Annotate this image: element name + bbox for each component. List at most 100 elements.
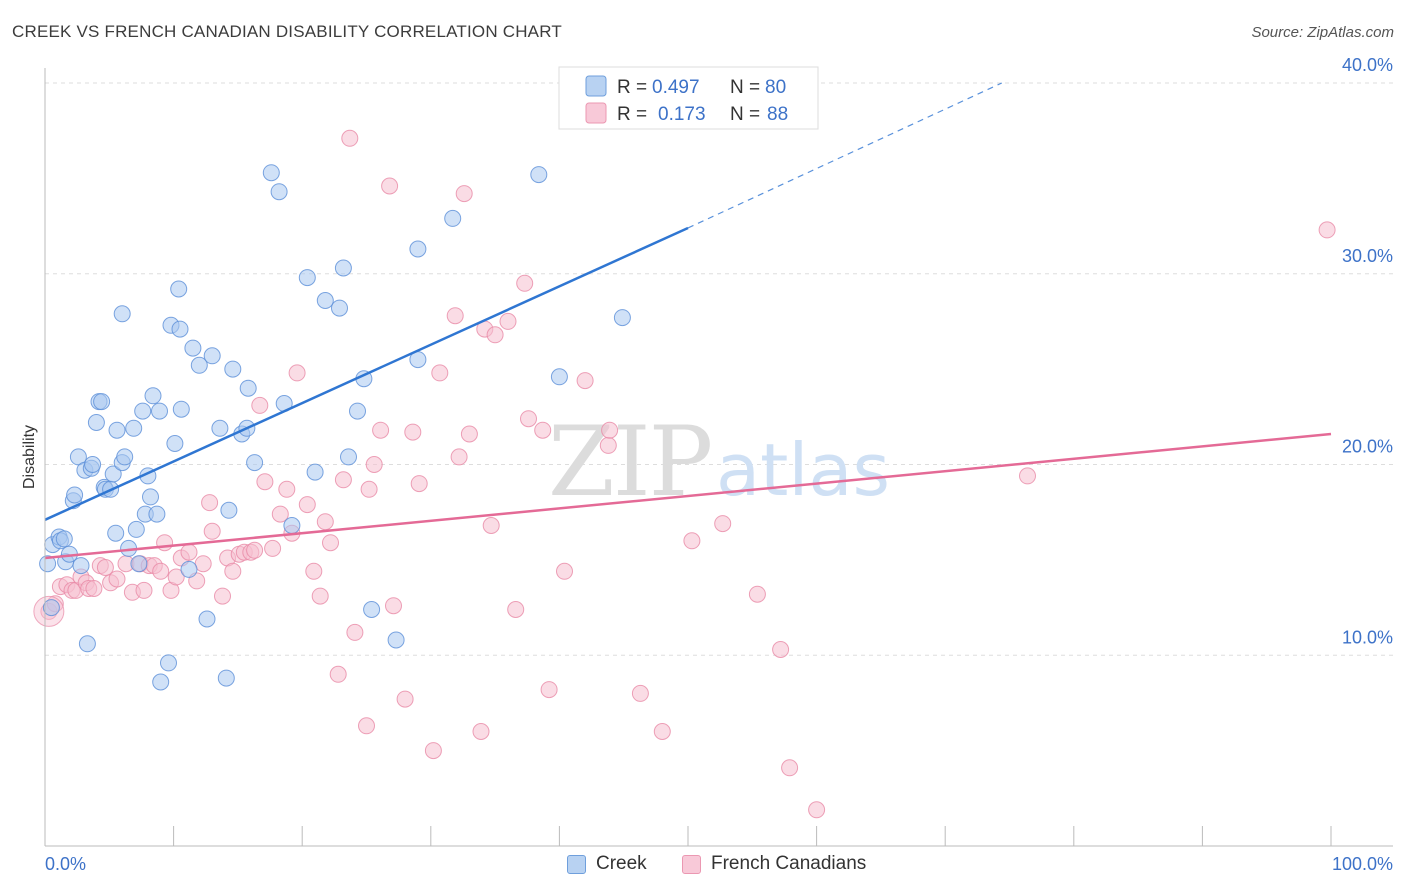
french-canadian-point (385, 597, 402, 615)
french-canadian-point (311, 587, 329, 605)
creek-point (134, 402, 152, 420)
french-canadian-point (341, 129, 359, 147)
french-canadian-point (278, 480, 296, 498)
creek-point (42, 599, 60, 617)
french-canadian-point (194, 555, 212, 573)
french-canadian-point (251, 396, 269, 414)
creek-point (72, 557, 90, 575)
stats-french-swatch (585, 102, 607, 124)
legend-french-canadians-swatch (682, 854, 701, 874)
legend-creek-label: Creek (596, 853, 647, 874)
legend-french-canadians-label: French Canadians (711, 853, 867, 874)
creek-point (340, 448, 357, 466)
french-canadian-point (96, 559, 114, 576)
creek-point (108, 421, 126, 439)
creek-point (172, 400, 190, 418)
french-canadian-point (455, 185, 473, 203)
creek-point (142, 488, 159, 506)
creek-point (116, 448, 134, 466)
french-canadian-point (360, 480, 378, 498)
y-tick-label: 20.0% (1342, 437, 1393, 457)
chart-title: CREEK VS FRENCH CANADIAN DISABILITY CORR… (12, 22, 562, 41)
french-canadian-point (372, 421, 390, 439)
french-canadian-point (576, 372, 594, 390)
creek-point (160, 654, 177, 672)
french-canadian-point (410, 475, 428, 493)
creek-point (55, 530, 73, 548)
creek-point (613, 309, 631, 327)
french-canadian-point (358, 717, 375, 735)
creek-point (104, 465, 122, 483)
creek-point (270, 183, 288, 201)
french-canadian-point (424, 742, 442, 760)
creek-point (171, 320, 189, 338)
creek-point (211, 419, 229, 437)
creek-point (113, 305, 131, 323)
creek-point (184, 339, 202, 357)
stats-creek-n-label: N = (730, 77, 760, 98)
french-canadian-point (156, 534, 174, 552)
french-canadian-point (298, 496, 316, 514)
french-canadian-point (450, 448, 468, 466)
creek-point (125, 419, 143, 437)
creek-point (152, 673, 170, 691)
french-canadian-point (180, 543, 198, 561)
legend-creek-swatch (567, 854, 586, 874)
stats-creek-n-value: 80 (765, 77, 786, 98)
creek-point (127, 520, 145, 538)
creek-point (78, 635, 96, 653)
x-tick-label: 100.0% (1332, 854, 1393, 874)
french-canadian-point (329, 665, 347, 683)
french-canadian-point (404, 423, 422, 441)
stats-french-n-value: 88 (767, 104, 788, 125)
french-canadian-point (499, 312, 517, 330)
creek-point (180, 560, 198, 578)
french-canadian-point (108, 570, 126, 588)
french-canadians-trend-line (44, 432, 1332, 560)
stats-french-n-label: N = (730, 104, 760, 125)
axes: 10.0% 20.0% 30.0% 40.0% 0.0% 100.0% (44, 55, 1393, 874)
creek-trend-line (44, 226, 689, 521)
creek-point (239, 379, 257, 397)
creek-point (298, 269, 316, 287)
creek-point (224, 360, 242, 378)
french-canadian-point (507, 601, 525, 618)
stats-creek-swatch (585, 75, 607, 97)
y-tick-label: 40.0% (1342, 55, 1393, 75)
french-canadian-point (85, 580, 103, 597)
creek-point (550, 368, 568, 386)
creek-point (387, 631, 405, 649)
french-canadian-point (246, 541, 264, 559)
legend-creek[interactable]: Creek (567, 853, 647, 875)
y-axis-title: Disability (21, 425, 38, 489)
creek-point (283, 517, 301, 534)
y-tick-label: 30.0% (1342, 246, 1393, 266)
creek-point (530, 166, 548, 184)
creek-point (349, 402, 366, 420)
french-canadian-point (346, 623, 364, 641)
legend-french-canadians[interactable]: French Canadians (682, 853, 866, 875)
creek-point (262, 164, 280, 182)
creek-point (198, 610, 216, 628)
creek-point (246, 454, 264, 472)
creek-point (39, 555, 57, 573)
french-canadian-point (516, 274, 534, 292)
french-canadian-point (365, 456, 383, 473)
creek-point (84, 456, 102, 473)
stats-french-r-label: R = (617, 104, 647, 125)
french-canadian-point (431, 364, 449, 382)
creek-point (331, 299, 348, 317)
french-canadian-point (683, 532, 701, 550)
french-canadian-point (224, 562, 242, 580)
french-canadian-point (714, 515, 732, 533)
source-label: Source: ZipAtlas.com (1251, 24, 1394, 41)
french-canadian-point (381, 177, 399, 195)
french-canadian-point (1318, 221, 1336, 239)
trend-lines (44, 82, 1332, 560)
french-canadian-point (264, 539, 282, 557)
stats-box: R = 0.497 N = 80 R = 0.173 N = 88 (558, 66, 819, 130)
french-canadian-point (486, 326, 504, 344)
french-canadian-point (135, 581, 153, 599)
creek-point (409, 240, 427, 258)
french-canadian-point (472, 723, 490, 740)
